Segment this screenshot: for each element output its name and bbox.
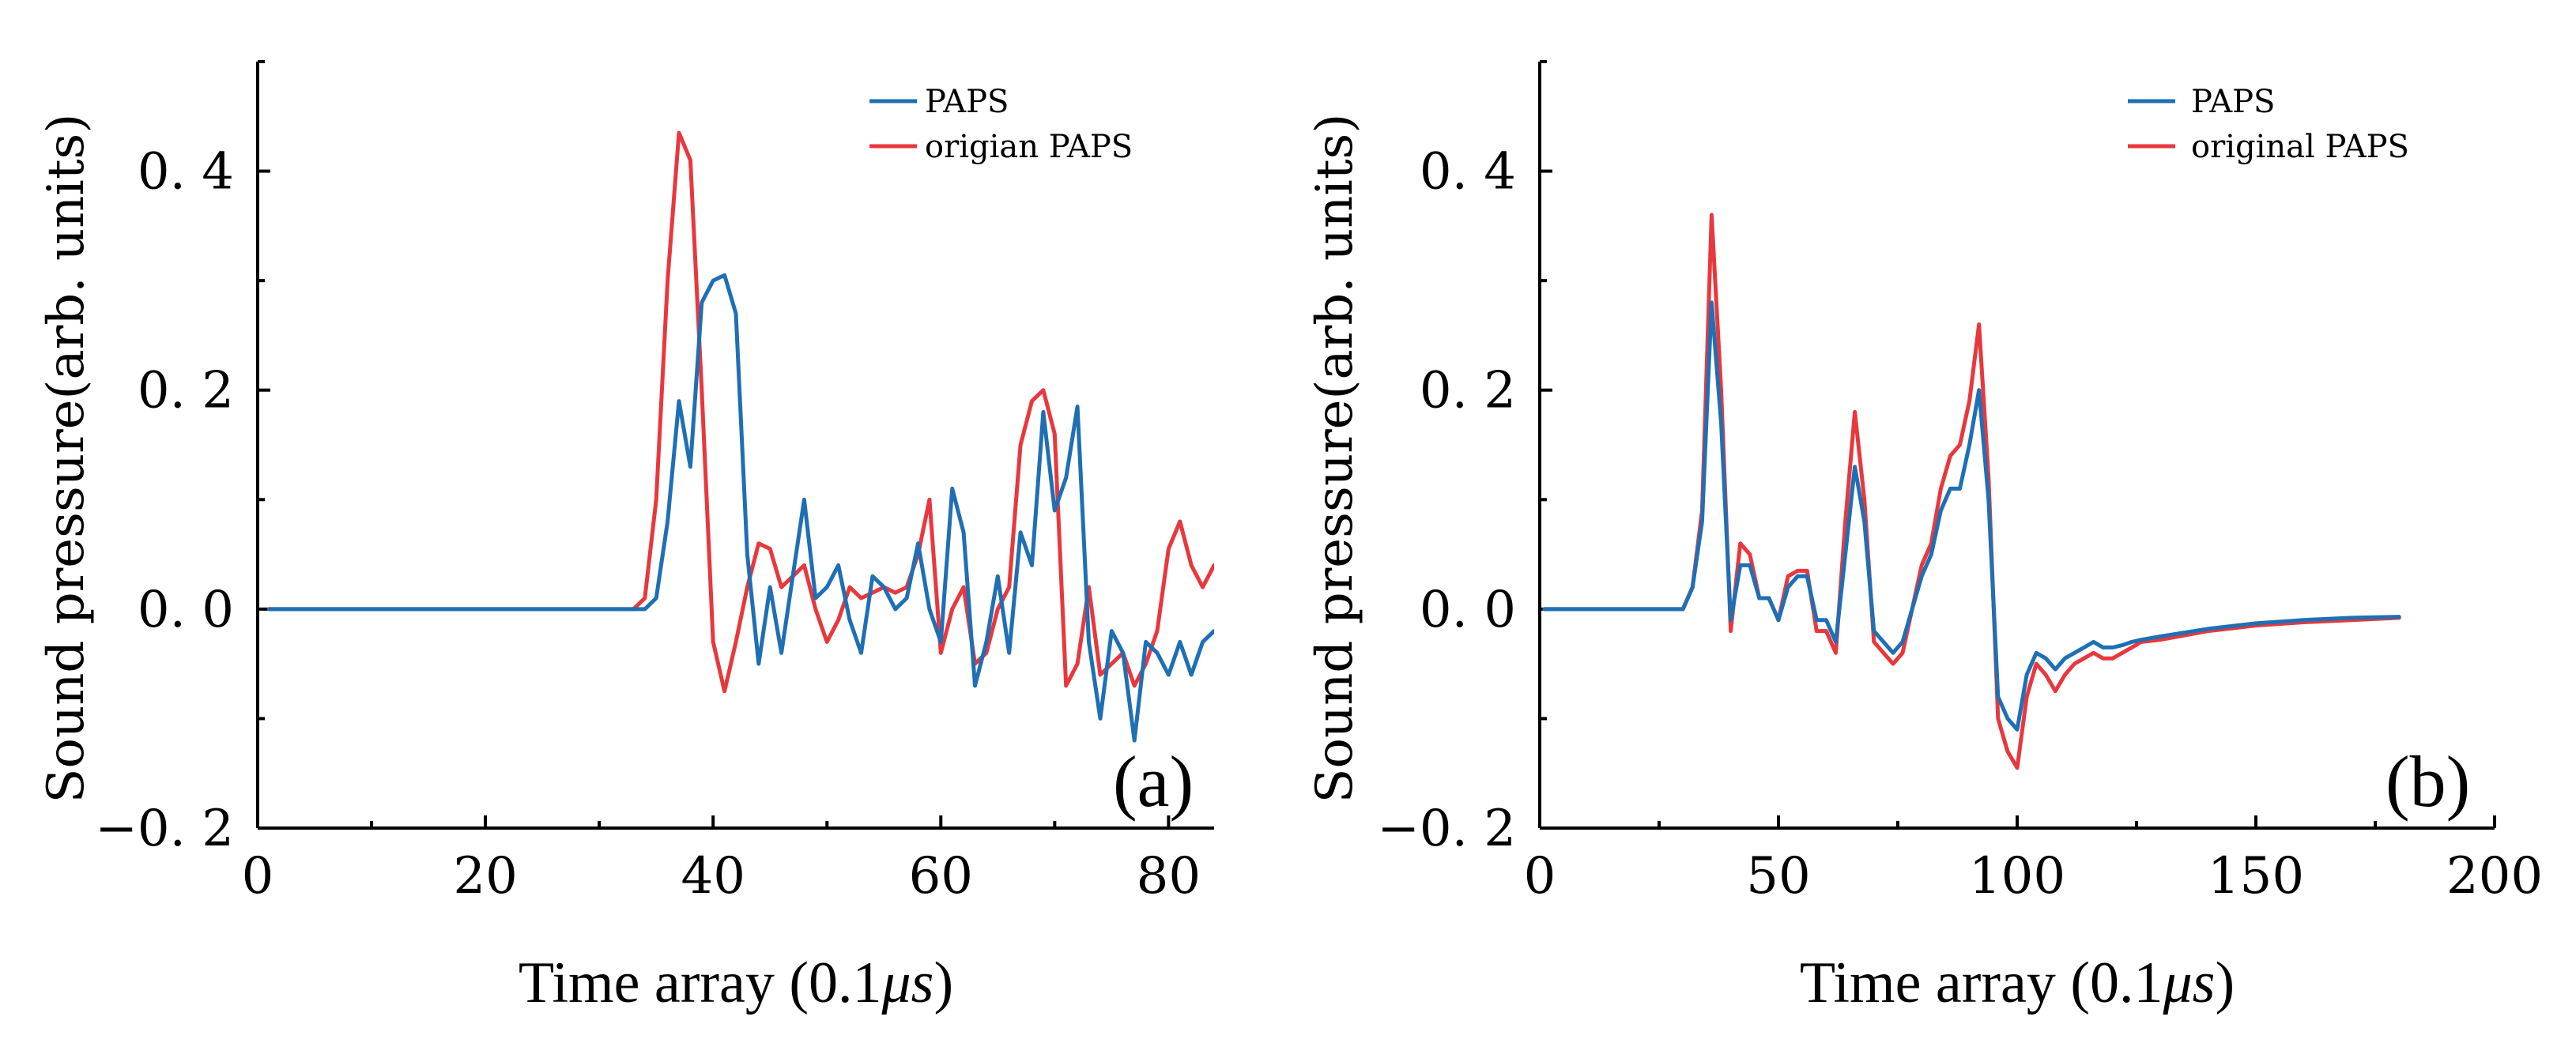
y-axis-label: Sound pressure(arb. units) xyxy=(1306,114,1364,804)
x-tick-label: 20 xyxy=(453,847,517,906)
y-tick-label: −0. 2 xyxy=(95,800,234,858)
y-tick-label: 0. 2 xyxy=(1420,362,1516,420)
x-axis-label: Time array (0.1μs) xyxy=(1800,951,2235,1015)
legend: PAPS origian PAPS xyxy=(869,84,1133,165)
series-line-paps xyxy=(1542,300,2401,732)
legend-label-original: origian PAPS xyxy=(925,129,1133,165)
x-tick-label: 40 xyxy=(681,847,745,906)
legend-label-paps: PAPS xyxy=(2191,84,2275,120)
x-tick-label: 60 xyxy=(909,847,973,906)
x-axis-label-unit: μs xyxy=(2163,951,2216,1015)
x-axis-label-text: Time array (0.1 xyxy=(1800,951,2163,1015)
x-axis-label-text: Time array (0.1 xyxy=(519,951,882,1015)
x-tick-label: 0 xyxy=(242,847,274,906)
x-tick-label: 80 xyxy=(1137,847,1201,906)
x-tick-label: 50 xyxy=(1746,847,1810,906)
series-lines xyxy=(1542,213,2401,770)
tick-labels: 0 20 40 60 80 −0. 2 0. 0 0. 2 0. 4 xyxy=(95,143,1201,906)
y-tick-label: 0. 2 xyxy=(138,362,234,420)
y-tick-label: 0. 4 xyxy=(1420,143,1516,201)
ticks xyxy=(256,60,1171,830)
series-line-paps xyxy=(266,273,1214,743)
chart-panel-a: Sound pressure(arb. units) 0 20 40 60 80 −0. … xyxy=(37,60,1214,1015)
y-tick-label: 0. 4 xyxy=(138,143,234,201)
legend: PAPS original PAPS xyxy=(2128,84,2409,165)
y-tick-label: 0. 0 xyxy=(1420,581,1516,639)
y-tick-label: −0. 2 xyxy=(1377,800,1516,858)
x-tick-label: 200 xyxy=(2446,847,2543,906)
x-axis-label: Time array (0.1μs) xyxy=(519,951,953,1015)
y-axis-label: Sound pressure(arb. units) xyxy=(37,114,96,804)
x-axis-label-close: ) xyxy=(933,951,953,1015)
x-axis-label-unit: μs xyxy=(881,951,934,1015)
x-tick-label: 100 xyxy=(1969,847,2065,906)
legend-label-original: original PAPS xyxy=(2191,129,2409,165)
ticks xyxy=(1538,60,2496,830)
panel-label-a: (a) xyxy=(1113,741,1194,822)
series-line-original-paps xyxy=(1542,213,2401,770)
x-tick-label: 150 xyxy=(2208,847,2304,906)
x-tick-label: 0 xyxy=(1524,847,1556,906)
y-tick-label: 0. 0 xyxy=(138,581,234,639)
legend-label-paps: PAPS xyxy=(925,84,1009,120)
series-lines xyxy=(266,130,1214,743)
chart-panel-b: Sound pressure(arb. units) 0 50 100 150 200 −… xyxy=(1306,60,2543,1015)
tick-labels: 0 50 100 150 200 −0. 2 0. 0 0. 2 0. 4 xyxy=(1377,143,2543,906)
x-axis-label-close: ) xyxy=(2215,951,2235,1015)
panel-label-b: (b) xyxy=(2386,741,2470,822)
